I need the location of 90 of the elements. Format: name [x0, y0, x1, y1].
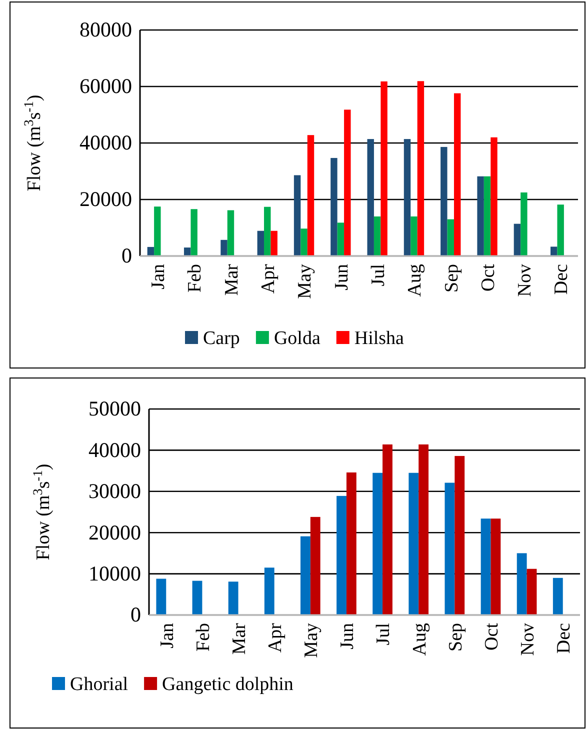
x-tick-label: Jul	[368, 264, 389, 286]
bar	[404, 139, 411, 256]
legend-label: Ghorial	[70, 674, 128, 695]
bar	[336, 496, 346, 615]
bar	[264, 206, 271, 256]
bar	[344, 110, 351, 256]
x-tick-label: Jan	[148, 264, 170, 290]
bar	[490, 137, 498, 256]
bar	[257, 230, 264, 256]
bar	[557, 204, 564, 256]
x-tick-label: Jun	[337, 622, 358, 650]
bar	[418, 444, 429, 615]
bar	[307, 135, 314, 256]
bar	[380, 81, 388, 256]
bar	[228, 582, 238, 615]
x-tick-label: May	[294, 264, 316, 299]
legend-label: Golda	[274, 328, 321, 349]
x-tick-label: Jan	[156, 622, 178, 648]
bar	[330, 158, 338, 256]
bar	[300, 228, 308, 256]
bar	[477, 176, 484, 256]
y-tick-label: 60000	[80, 74, 132, 98]
x-tick-label: May	[301, 622, 322, 658]
x-tick-label: Nov	[514, 264, 536, 297]
bar	[190, 209, 198, 256]
x-tick-label: Apr	[258, 263, 280, 294]
x-tick-label: Oct	[481, 622, 502, 650]
bar	[374, 216, 381, 256]
y-tick-label: 0	[130, 602, 141, 627]
bar	[454, 456, 465, 615]
x-tick-label: Feb	[184, 264, 206, 292]
bar	[410, 216, 418, 256]
y-tick-label: 20000	[88, 520, 141, 544]
bar	[367, 139, 374, 256]
bar	[447, 219, 454, 256]
x-tick-label: Sep	[445, 623, 466, 652]
bar	[337, 222, 344, 256]
bar	[552, 578, 563, 615]
bar	[300, 536, 310, 615]
bar	[514, 224, 521, 256]
bar	[192, 580, 202, 615]
bar	[184, 248, 191, 256]
x-tick-label: Jul	[373, 623, 394, 646]
bar	[444, 482, 455, 615]
bar	[526, 568, 537, 615]
bar	[346, 472, 356, 615]
y-tick-label: 40000	[80, 130, 132, 155]
x-tick-label: Mar	[221, 263, 242, 296]
x-tick-label: Apr	[264, 622, 286, 653]
y-tick-label: 50000	[88, 396, 141, 421]
bar	[147, 246, 154, 256]
bar	[294, 175, 301, 256]
bar	[310, 516, 320, 615]
x-tick-label: Aug	[404, 264, 426, 297]
bar	[417, 81, 424, 256]
x-tick-label: Dec	[554, 623, 575, 654]
bar	[264, 568, 274, 615]
y-tick-label: 10000	[88, 562, 141, 586]
bar	[480, 518, 491, 615]
bar	[520, 192, 528, 256]
legend-label: Gangetic dolphin	[162, 674, 294, 695]
bar	[270, 230, 278, 256]
x-tick-label: Oct	[478, 263, 499, 292]
bar	[154, 206, 161, 256]
bar	[382, 444, 392, 615]
bar	[516, 553, 527, 615]
bar	[550, 246, 558, 256]
x-tick-label: Dec	[551, 264, 572, 295]
x-tick-label: Jun	[331, 264, 352, 290]
y-tick-label: 80000	[80, 18, 132, 42]
y-tick-label: 30000	[88, 479, 141, 504]
bar	[372, 472, 383, 615]
legend-label: Carp	[203, 328, 240, 349]
bar	[454, 93, 461, 256]
x-tick-label: Mar	[228, 622, 250, 655]
bar	[156, 578, 166, 615]
bar	[490, 518, 501, 615]
x-tick-label: Sep	[441, 264, 462, 292]
bar	[440, 146, 448, 256]
x-tick-label: Nov	[517, 622, 538, 656]
bar	[408, 472, 419, 615]
x-tick-label: Aug	[409, 622, 430, 656]
x-tick-label: Feb	[192, 623, 214, 652]
legend-label: Hilsha	[354, 328, 405, 349]
bar	[227, 210, 234, 256]
y-tick-label: 40000	[88, 438, 141, 462]
bar	[220, 240, 228, 256]
y-tick-label: 0	[122, 244, 132, 268]
y-tick-label: 20000	[80, 187, 132, 212]
bar	[484, 176, 491, 256]
